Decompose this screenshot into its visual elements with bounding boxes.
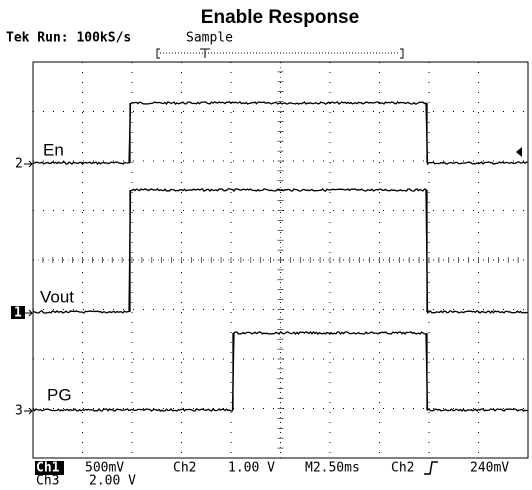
footer-ch1-scale: 500mV bbox=[85, 461, 124, 476]
channel-marker: 3 bbox=[15, 404, 23, 419]
title: Enable Response bbox=[201, 7, 359, 28]
waveform bbox=[32, 188, 529, 315]
channel-label: PG bbox=[47, 385, 72, 404]
trigger-bracket bbox=[156, 48, 404, 59]
channel-label: En bbox=[43, 140, 64, 159]
footer-trigger-level: 240mV bbox=[470, 461, 509, 476]
channel-marker: 1 bbox=[14, 306, 22, 321]
mode: Sample bbox=[186, 31, 233, 46]
footer-ch1: Ch1 bbox=[36, 461, 60, 476]
trigger-slope bbox=[424, 461, 438, 475]
trigger-level-arrow bbox=[516, 147, 522, 157]
footer-ch3: Ch3 bbox=[36, 474, 59, 489]
marker-arrow bbox=[24, 407, 33, 415]
waveform bbox=[32, 330, 529, 412]
status: Tek Run: 100kS/s bbox=[6, 31, 131, 46]
channel-marker: 2 bbox=[15, 157, 23, 172]
edge bbox=[232, 333, 428, 410]
footer-trigger-source: Ch2 bbox=[391, 461, 414, 476]
footer-ch2: Ch2 bbox=[173, 461, 196, 476]
waveforms bbox=[32, 101, 529, 412]
edge bbox=[129, 103, 428, 163]
waveform bbox=[32, 101, 528, 166]
footer-timebase: M2.50ms bbox=[305, 461, 360, 476]
channel-label: Vout bbox=[40, 287, 74, 306]
marker-arrow bbox=[25, 309, 33, 317]
footer-ch2-scale: 1.00 V bbox=[228, 461, 275, 476]
marker-box bbox=[11, 306, 25, 319]
ch1-highlight bbox=[35, 461, 64, 475]
footer-ch3-scale: 2.00 V bbox=[89, 474, 136, 489]
marker-arrow bbox=[24, 160, 33, 168]
edge bbox=[129, 190, 428, 312]
graticule bbox=[32, 61, 529, 459]
